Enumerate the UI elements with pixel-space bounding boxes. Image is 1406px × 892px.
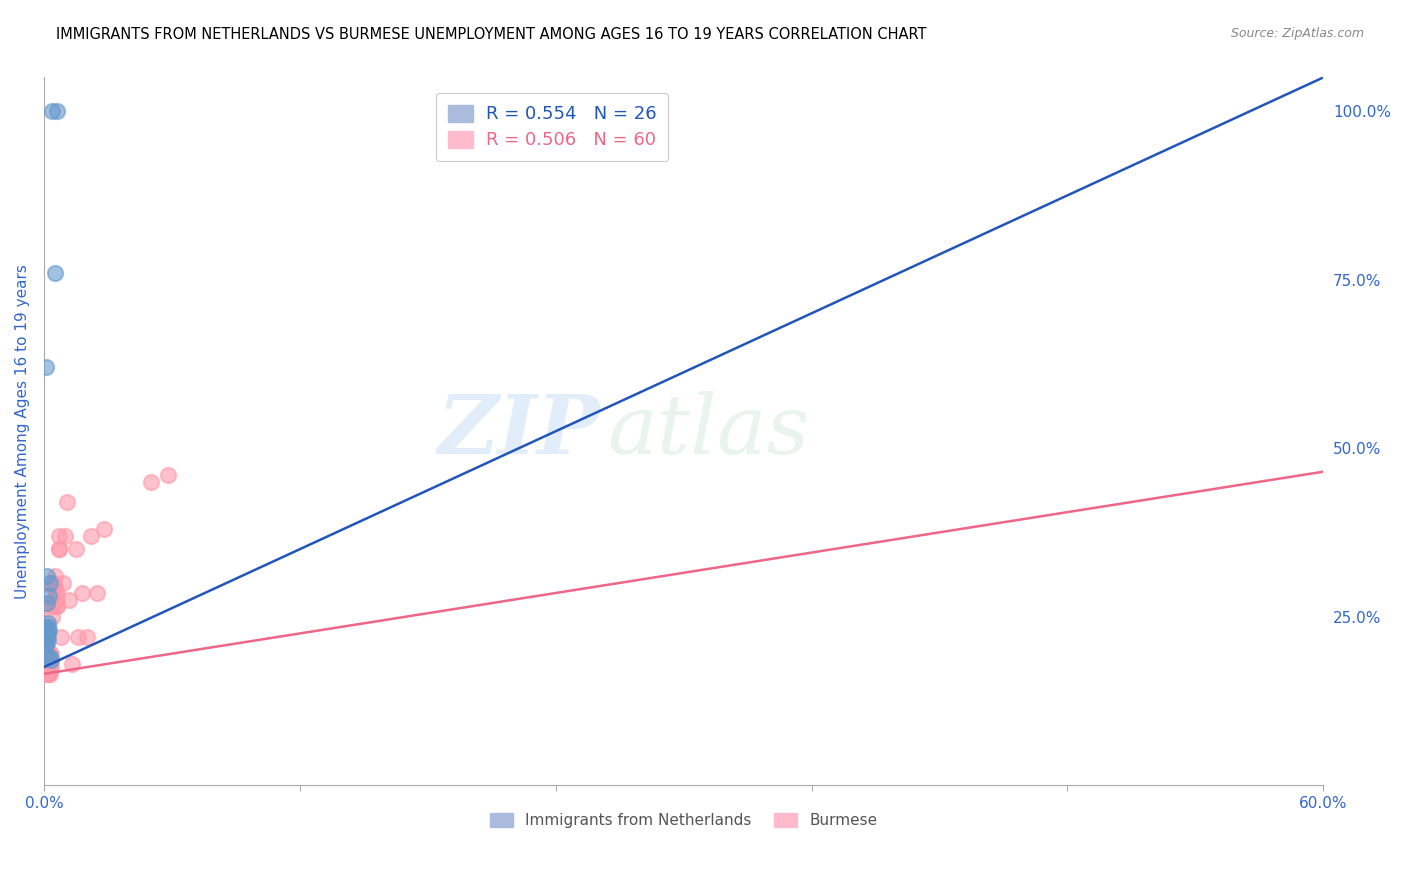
Point	[37, 660, 59, 674]
Point	[42, 575, 65, 590]
Point	[41, 104, 63, 119]
Point	[44, 579, 66, 593]
Point	[76, 630, 98, 644]
Point	[41, 609, 63, 624]
Point	[86, 586, 108, 600]
Point	[45, 599, 67, 614]
Point	[34, 633, 56, 648]
Point	[37, 650, 59, 665]
Point	[45, 599, 67, 614]
Point	[49, 630, 72, 644]
Point	[37, 653, 59, 667]
Point	[35, 647, 58, 661]
Legend: Immigrants from Netherlands, Burmese: Immigrants from Netherlands, Burmese	[484, 806, 883, 834]
Point	[65, 542, 87, 557]
Point	[35, 596, 58, 610]
Point	[80, 529, 103, 543]
Point	[38, 647, 60, 661]
Point	[37, 666, 59, 681]
Text: atlas: atlas	[607, 392, 810, 471]
Point	[35, 660, 58, 674]
Point	[35, 666, 58, 681]
Point	[37, 616, 59, 631]
Point	[34, 620, 56, 634]
Point	[37, 630, 59, 644]
Point	[39, 660, 62, 674]
Point	[37, 647, 59, 661]
Point	[52, 575, 75, 590]
Point	[35, 653, 58, 667]
Point	[45, 104, 67, 119]
Point	[44, 592, 66, 607]
Point	[39, 575, 62, 590]
Point	[45, 586, 67, 600]
Text: Source: ZipAtlas.com: Source: ZipAtlas.com	[1230, 27, 1364, 40]
Point	[41, 653, 63, 667]
Point	[66, 630, 89, 644]
Point	[37, 620, 59, 634]
Text: IMMIGRANTS FROM NETHERLANDS VS BURMESE UNEMPLOYMENT AMONG AGES 16 TO 19 YEARS CO: IMMIGRANTS FROM NETHERLANDS VS BURMESE U…	[56, 27, 927, 42]
Point	[38, 623, 60, 637]
Point	[34, 636, 56, 650]
Point	[39, 660, 62, 674]
Point	[56, 495, 79, 509]
Point	[53, 529, 76, 543]
Point	[48, 529, 70, 543]
Text: ZIP: ZIP	[437, 392, 600, 471]
Point	[39, 647, 62, 661]
Point	[72, 586, 94, 600]
Point	[44, 592, 66, 607]
Point	[37, 633, 59, 648]
Point	[38, 666, 60, 681]
Point	[35, 643, 58, 657]
Point	[48, 542, 70, 557]
Point	[34, 647, 56, 661]
Point	[38, 657, 60, 671]
Point	[35, 569, 58, 583]
Point	[139, 475, 162, 489]
Point	[39, 650, 62, 665]
Point	[34, 626, 56, 640]
Point	[41, 596, 63, 610]
Point	[34, 643, 56, 657]
Point	[45, 592, 67, 607]
Point	[44, 266, 66, 280]
Point	[35, 653, 58, 667]
Point	[37, 626, 59, 640]
Point	[41, 653, 63, 667]
Point	[35, 620, 58, 634]
Point	[42, 599, 65, 614]
Y-axis label: Unemployment Among Ages 16 to 19 years: Unemployment Among Ages 16 to 19 years	[15, 264, 30, 599]
Point	[38, 653, 60, 667]
Point	[35, 633, 58, 648]
Point	[39, 666, 62, 681]
Point	[42, 579, 65, 593]
Point	[48, 542, 70, 557]
Point	[42, 575, 65, 590]
Point	[60, 657, 83, 671]
Point	[38, 590, 60, 604]
Point	[34, 657, 56, 671]
Point	[37, 643, 59, 657]
Point	[93, 522, 115, 536]
Point	[41, 579, 63, 593]
Point	[39, 647, 62, 661]
Point	[35, 626, 58, 640]
Point	[156, 468, 179, 483]
Point	[58, 592, 80, 607]
Point	[35, 636, 58, 650]
Point	[44, 569, 66, 583]
Point	[34, 630, 56, 644]
Point	[41, 599, 63, 614]
Point	[45, 586, 67, 600]
Point	[35, 360, 58, 375]
Point	[35, 623, 58, 637]
